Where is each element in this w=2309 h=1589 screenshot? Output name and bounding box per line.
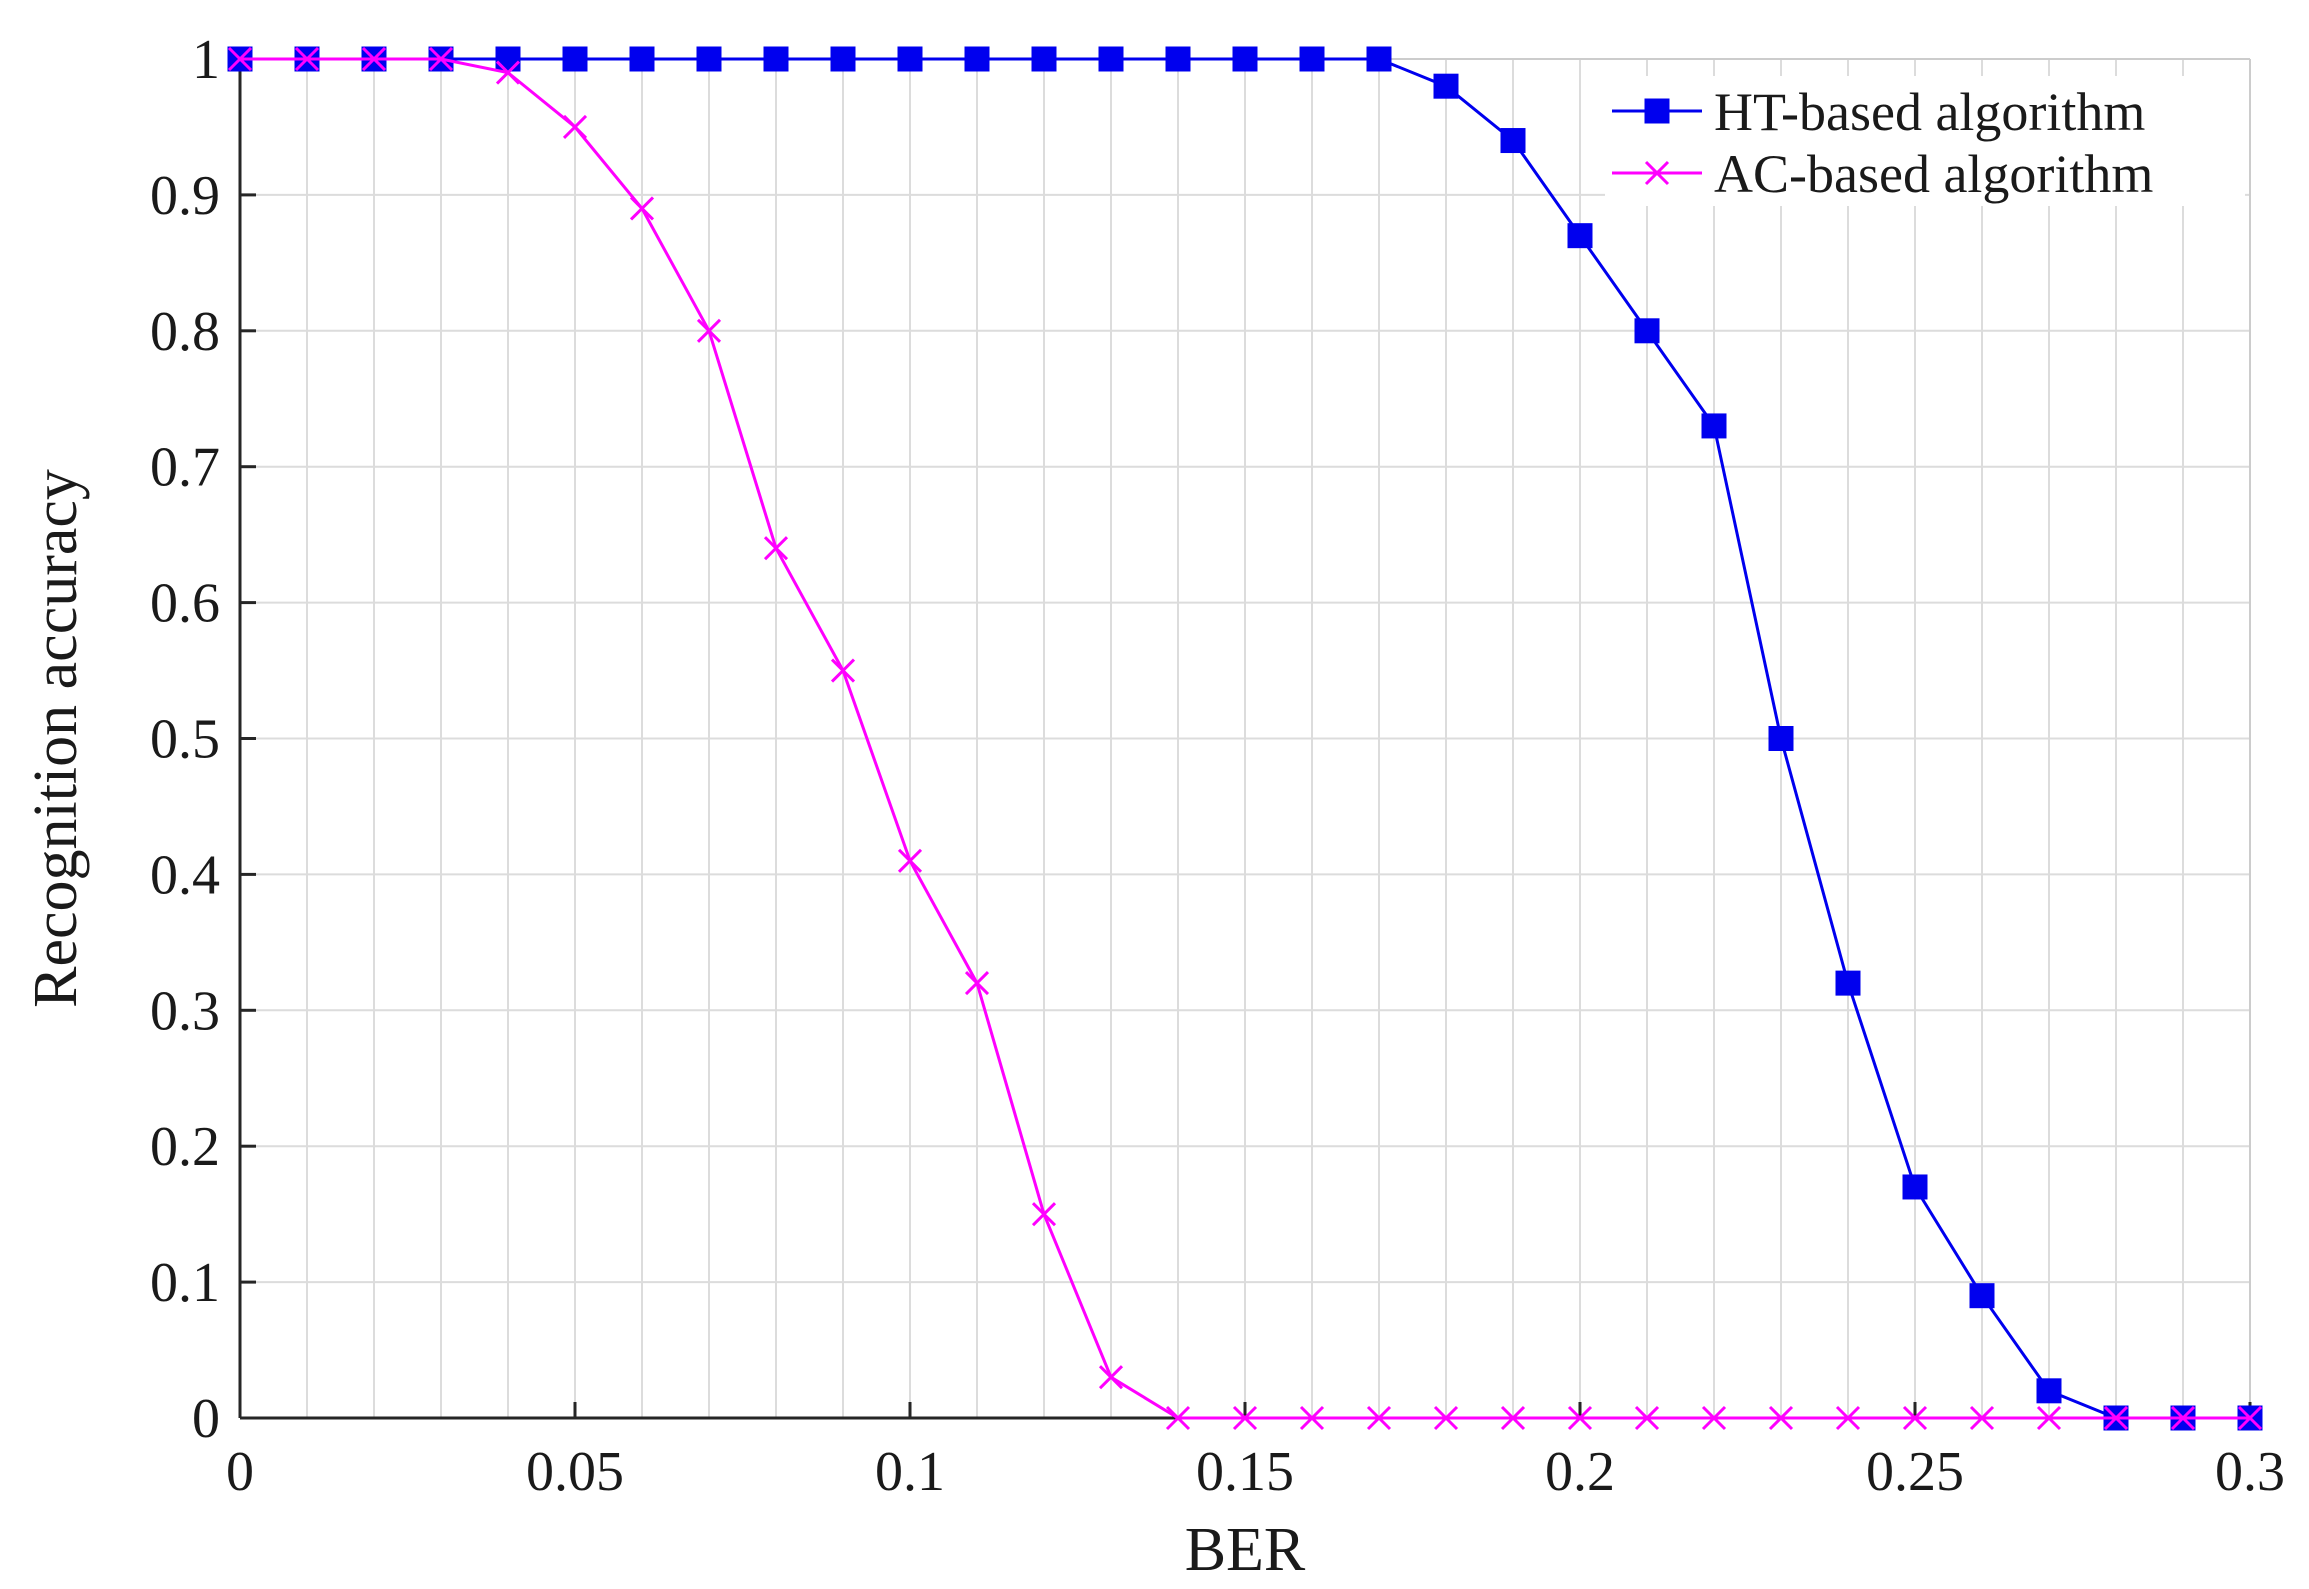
data-point <box>1098 46 1124 72</box>
data-point <box>1433 1405 1459 1431</box>
tick-labels: 0 0.05 0.1 0.15 0.2 0.25 0.3 0 0.1 0.2 0.3 0.4 0.5 0.… <box>150 29 2285 1503</box>
data-point <box>227 46 253 72</box>
y-tick-label: 0.5 <box>150 709 220 771</box>
data-point <box>1232 46 1258 72</box>
y-tick-label: 0.9 <box>150 165 220 227</box>
data-point <box>495 60 521 85</box>
data-point <box>964 46 990 72</box>
x-tick-label: 0.2 <box>1545 1441 1615 1503</box>
data-point <box>763 536 789 561</box>
data-point <box>361 46 387 72</box>
data-point <box>1634 318 1660 344</box>
data-point <box>696 318 722 343</box>
data-point <box>1299 1405 1325 1431</box>
grid <box>240 59 2250 1418</box>
data-point <box>1500 1405 1526 1431</box>
data-point <box>830 46 856 72</box>
data-point <box>1567 223 1593 249</box>
x-tick-label: 0.05 <box>526 1441 624 1503</box>
series-2 <box>227 46 2263 1431</box>
data-point <box>2036 1405 2062 1431</box>
y-tick-label: 1 <box>192 29 220 91</box>
data-point <box>763 46 789 72</box>
legend-marker <box>1644 98 1670 124</box>
data-point <box>2036 1378 2062 1404</box>
x-axis-label: BER <box>1185 1516 1306 1584</box>
data-point <box>1969 1283 1995 1309</box>
data-point <box>1768 1405 1794 1431</box>
data-point <box>1366 1405 1392 1431</box>
data-point <box>1768 726 1794 751</box>
y-tick-label: 0.2 <box>150 1116 220 1178</box>
x-tick-label: 0.1 <box>875 1441 945 1503</box>
data-point <box>1902 1174 1928 1200</box>
x-tick-label: 0 <box>226 1441 254 1503</box>
data-point <box>897 46 923 72</box>
data-point <box>1098 1365 1124 1390</box>
legend-label: AC-based algorithm <box>1714 144 2153 204</box>
x-tick-label: 0.3 <box>2215 1441 2285 1503</box>
x-tick-label: 0.25 <box>1866 1441 1964 1503</box>
data-point <box>1902 1405 1928 1431</box>
y-axis-label: Recognition accuracy <box>22 469 90 1008</box>
legend-box <box>1605 76 2245 206</box>
data-point <box>964 971 990 996</box>
data-point <box>629 196 655 221</box>
data-point <box>1835 1405 1861 1431</box>
data-point <box>897 848 923 873</box>
data-point <box>629 46 655 72</box>
y-tick-label: 0.6 <box>150 573 220 635</box>
data-point <box>2103 1405 2129 1431</box>
data-point <box>495 46 521 72</box>
y-tick-label: 0 <box>192 1388 220 1450</box>
data-point <box>1165 46 1191 72</box>
legend-item-2: AC-based algorithm <box>1612 144 2153 204</box>
data-point <box>1969 1405 1995 1431</box>
data-point <box>1835 970 1861 996</box>
data-point <box>2170 1405 2196 1431</box>
legend-marker <box>1644 160 1670 186</box>
data-point <box>1165 1405 1191 1431</box>
data-point <box>696 46 722 72</box>
y-tick-label: 0.3 <box>150 980 220 1042</box>
data-point <box>428 46 454 72</box>
legend-item-1: HT-based algorithm <box>1612 82 2145 142</box>
y-tick-label: 0.7 <box>150 437 220 499</box>
data-point <box>830 658 856 683</box>
series-group <box>227 46 2263 1431</box>
data-point <box>1433 73 1459 99</box>
data-point <box>2237 1405 2263 1431</box>
data-point <box>1299 46 1325 72</box>
data-point <box>1366 46 1392 72</box>
data-point <box>1500 128 1526 154</box>
data-point <box>1701 413 1727 439</box>
data-point <box>562 114 588 140</box>
y-tick-label: 0.8 <box>150 301 220 363</box>
y-tick-label: 0.4 <box>150 844 220 906</box>
legend-label: HT-based algorithm <box>1714 82 2145 142</box>
data-point <box>562 46 588 72</box>
y-tick-label: 0.1 <box>150 1252 220 1314</box>
data-point <box>1031 1202 1057 1227</box>
data-point <box>1232 1405 1258 1431</box>
data-point <box>1634 1405 1660 1431</box>
x-tick-label: 0.15 <box>1196 1441 1294 1503</box>
data-point <box>1701 1405 1727 1431</box>
data-point <box>294 46 320 72</box>
data-point <box>1567 1405 1593 1431</box>
data-point <box>1031 46 1057 72</box>
